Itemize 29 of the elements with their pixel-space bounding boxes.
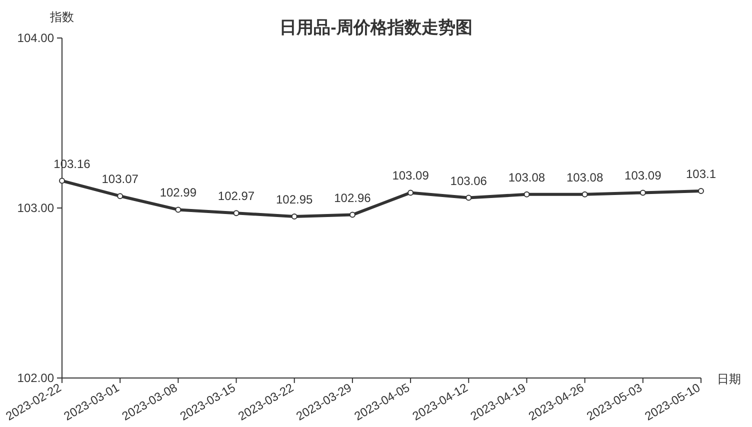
data-label: 103.09: [392, 168, 430, 183]
data-label: 103.06: [450, 174, 488, 188]
y-tick-label: 104.00: [17, 31, 54, 45]
point: [349, 212, 356, 218]
data-label: 102.96: [334, 190, 372, 205]
x-axis-title: 日期: [717, 372, 741, 386]
point: [291, 214, 298, 220]
point: [117, 193, 124, 200]
point: [233, 210, 240, 216]
data-label: 103.08: [508, 170, 546, 184]
data-label: 103.09: [624, 168, 662, 183]
point: [698, 188, 704, 194]
chart-title: 日用品-周价格指数走势图: [280, 18, 472, 37]
data-label: 102.99: [160, 186, 197, 200]
data-label: 102.95: [276, 192, 314, 206]
data-label: 103.08: [566, 170, 604, 184]
point: [582, 191, 588, 198]
point: [524, 191, 530, 198]
y-tick-label: 102.00: [17, 371, 54, 385]
point: [466, 194, 472, 201]
data-label: 102.97: [218, 189, 255, 204]
y-tick-label: 103.00: [17, 201, 54, 215]
point: [640, 190, 646, 196]
y-axis-title: 指数: [49, 10, 74, 24]
data-label: 103.1: [686, 167, 716, 181]
point: [408, 190, 414, 196]
data-label: 103.07: [102, 172, 139, 186]
point: [175, 206, 182, 213]
point: [59, 178, 65, 184]
